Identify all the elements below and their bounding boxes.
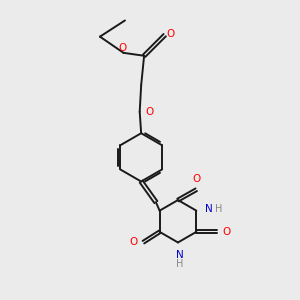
Text: O: O	[193, 174, 201, 184]
Text: O: O	[130, 237, 138, 247]
Text: O: O	[146, 107, 154, 117]
Text: N: N	[176, 250, 183, 260]
Text: O: O	[166, 29, 174, 39]
Text: O: O	[118, 43, 126, 52]
Text: H: H	[176, 259, 183, 269]
Text: N: N	[205, 204, 212, 214]
Text: H: H	[215, 204, 223, 214]
Text: O: O	[222, 227, 230, 237]
